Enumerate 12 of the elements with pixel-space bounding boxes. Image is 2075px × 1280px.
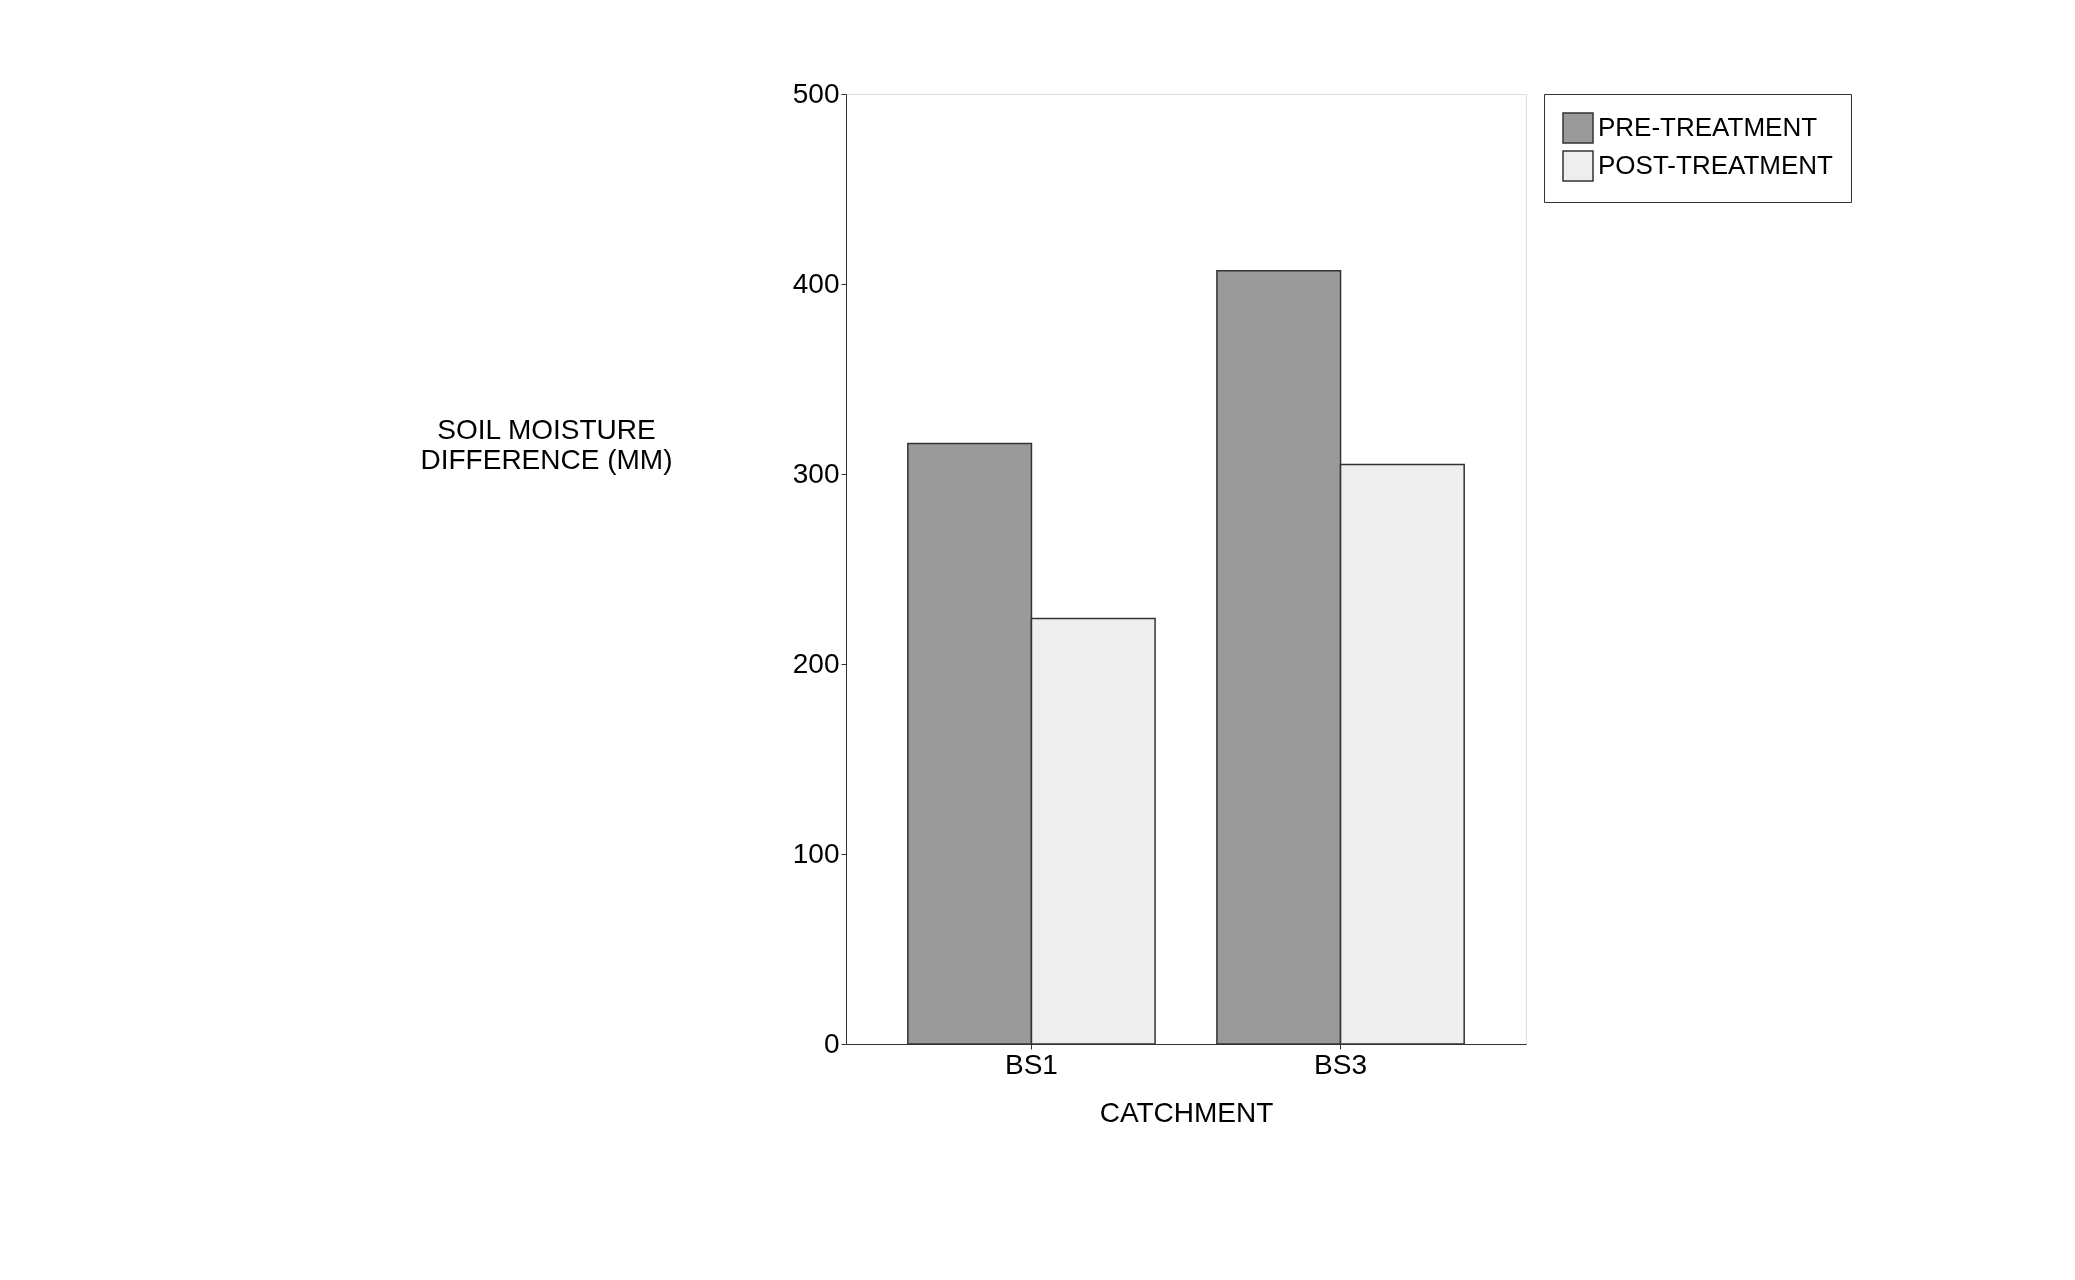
legend-label: PRE-TREATMENT [1598, 112, 1818, 142]
y-tick-label: 400 [792, 267, 840, 299]
y-tick-label: 500 [792, 77, 840, 109]
x-tick-label: BS3 [1314, 1048, 1368, 1080]
y-tick-label: 100 [792, 837, 840, 869]
y-tick-label: 200 [792, 647, 840, 679]
y-tick-label: 0 [823, 1027, 840, 1059]
x-tick-label: BS1 [1004, 1048, 1058, 1080]
legend-label: POST-TREATMENT [1598, 150, 1834, 180]
x-axis-title: CATCHMENT [1099, 1096, 1274, 1128]
y-tick-label: 300 [792, 457, 840, 489]
y-axis-title: SOIL MOISTURE DIFFERENCE (MM) [420, 413, 673, 475]
